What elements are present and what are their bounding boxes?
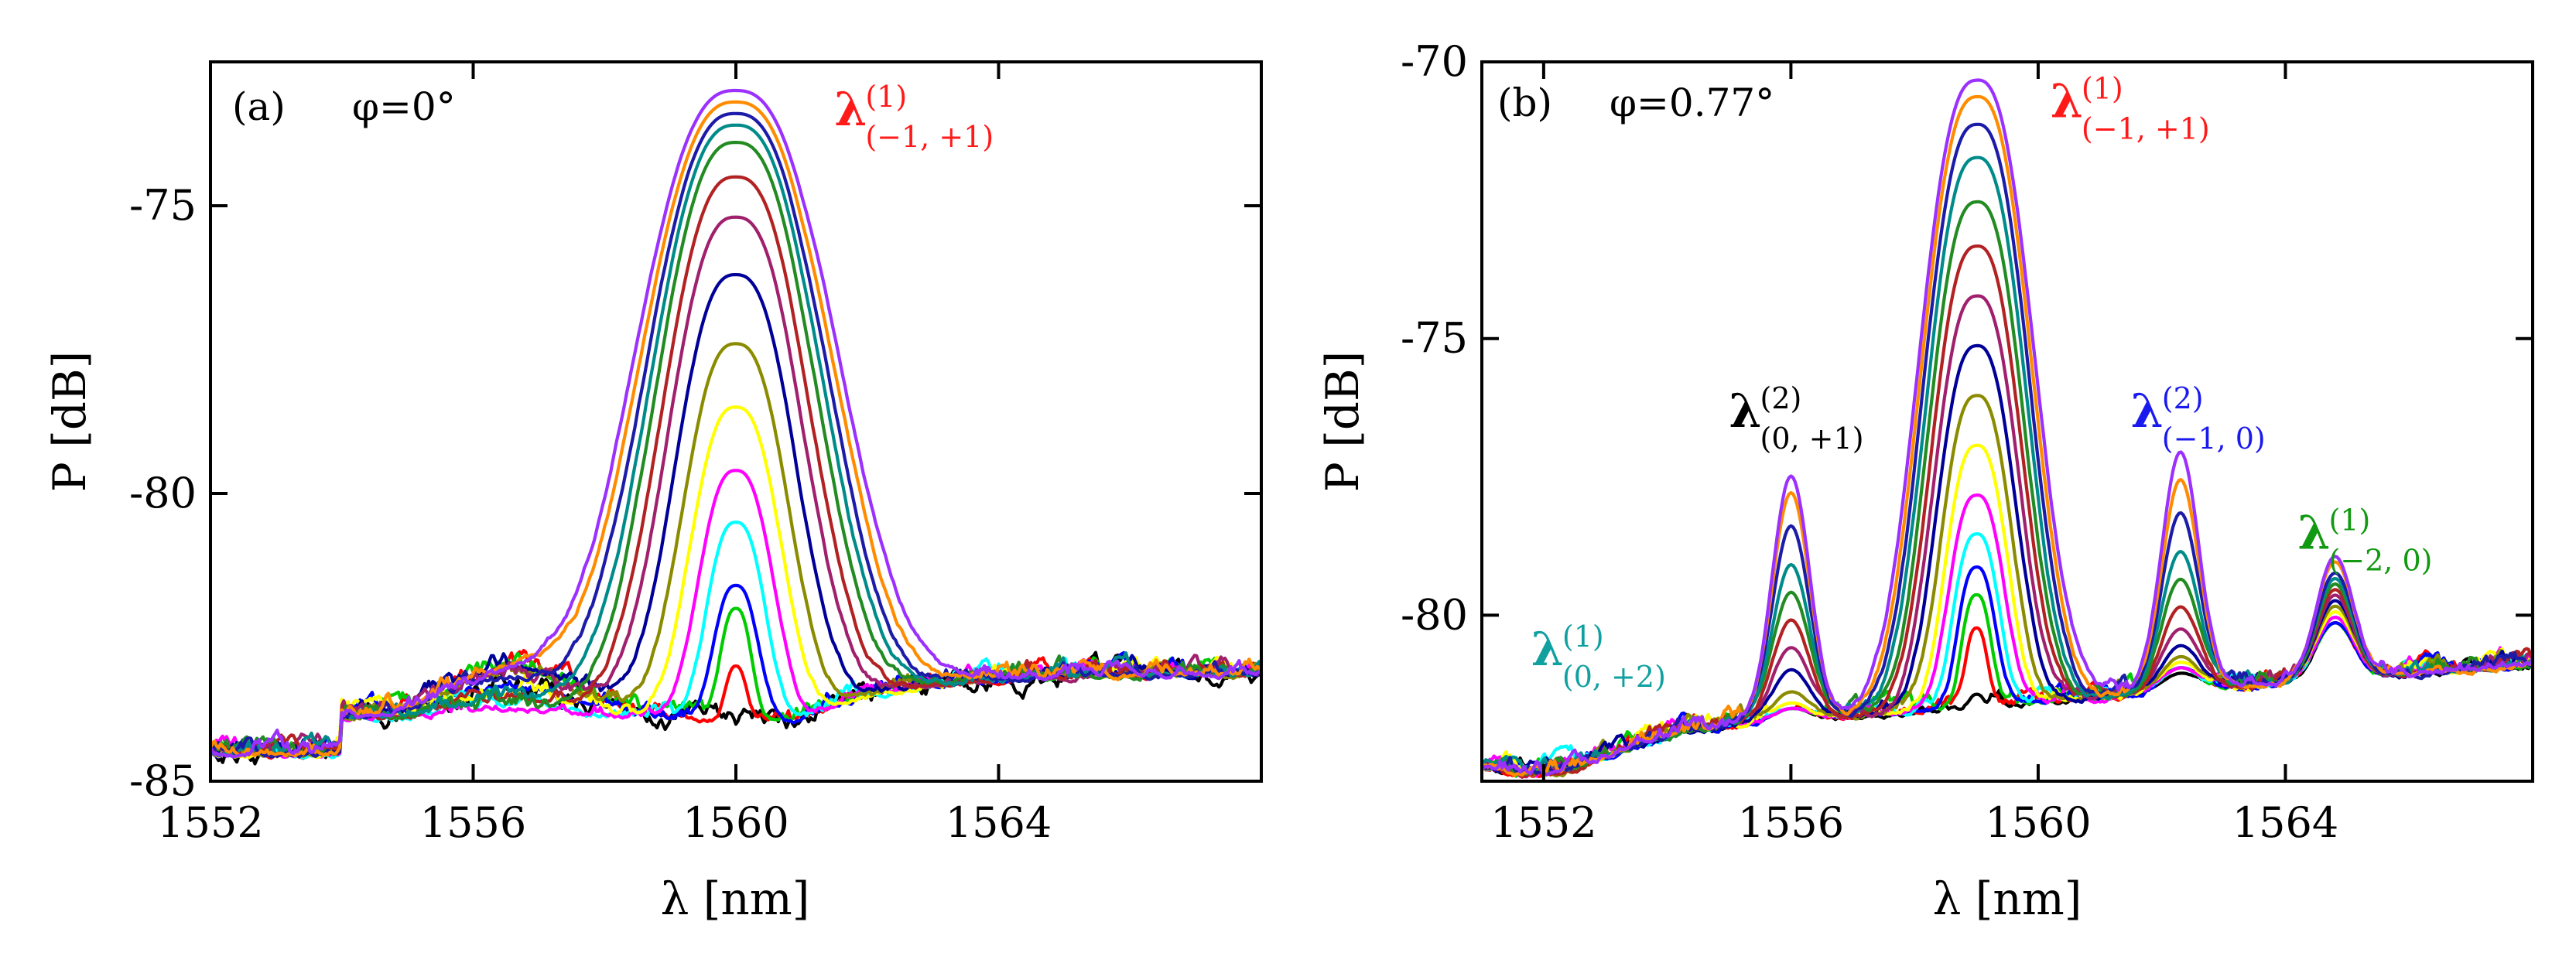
panel-b-ytick-label: -80 bbox=[1401, 590, 1468, 639]
panel-b-peak-labels: λ(1)(−1, +1)λ(2)(0, +1) λ(2)(−1, 0)λ(1)(−… bbox=[1531, 72, 2433, 694]
peak-label-subscript: (−1, +1) bbox=[865, 120, 994, 154]
panel-a-label: (a) bbox=[232, 84, 286, 129]
peak-label-symbol: λ bbox=[834, 83, 867, 137]
peak-label-subscript: (0, +2) bbox=[1562, 660, 1666, 694]
panel-b-ytick-label: -75 bbox=[1401, 314, 1468, 363]
peak-label-subscript: (−1, 0) bbox=[2162, 422, 2266, 456]
panel-a-xlabel: λ [nm] bbox=[661, 872, 810, 925]
panel-a: 1552 1556 1560 1564 -85 -80 -75 (a) φ=0° λ(1) (… bbox=[43, 60, 1263, 925]
panel-b-ticks: 1552 1556 1560 1564 -80 -75 -70 bbox=[1401, 37, 2533, 847]
panel-a-series-3 bbox=[210, 606, 1261, 757]
panel-a-series-13 bbox=[210, 123, 1261, 757]
panel-b-peak-label: λ(1) (−2, 0) bbox=[2297, 504, 2432, 578]
panel-b-peak-label: λ(1) (0, +2) bbox=[1531, 620, 1666, 694]
panel-b-peak-label: λ(2) (0, +1) bbox=[1729, 381, 1864, 456]
peak-label-superscript: (1) bbox=[2082, 72, 2123, 106]
panel-a-ytick-label: -75 bbox=[129, 181, 197, 230]
panel-a-xtick-label: 1556 bbox=[420, 798, 526, 847]
panel-a-peak-labels: λ(1) (−1, +1) bbox=[834, 80, 994, 154]
panel-b-frame bbox=[1480, 60, 2534, 783]
peak-label-subscript: (−2, 0) bbox=[2328, 544, 2432, 578]
panel-a-peak-label: λ(1) (−1, +1) bbox=[834, 80, 994, 154]
peak-label-symbol: λ bbox=[2131, 384, 2164, 439]
peak-label-symbol: λ bbox=[2051, 75, 2083, 129]
panel-b-xtick-label: 1556 bbox=[1738, 798, 1844, 847]
peak-label-superscript: (1) bbox=[2328, 504, 2370, 538]
panel-b-ytick-label: -70 bbox=[1401, 37, 1468, 86]
panel-b-xtick-label: 1552 bbox=[1490, 798, 1596, 847]
panel-b-peak-label: λ(2) (−1, 0) bbox=[2131, 381, 2266, 456]
panel-a-series bbox=[210, 88, 1261, 766]
panel-b-label: (b) bbox=[1497, 80, 1552, 125]
panel-a-ticks: 1552 1556 1560 1564 -85 -80 -75 bbox=[129, 62, 1261, 847]
panel-b-series bbox=[1482, 78, 2533, 779]
panel-a-series-9 bbox=[210, 273, 1261, 756]
panel-a-xtick-label: 1552 bbox=[157, 798, 263, 847]
panel-b-peak-label: λ(1) (−1, +1) bbox=[2051, 72, 2210, 146]
peak-label-superscript: (2) bbox=[1760, 381, 1802, 415]
panel-b-ylabel: P [dB] bbox=[1316, 351, 1369, 492]
panel-a-ylabel: P [dB] bbox=[43, 351, 96, 492]
panel-a-ytick-label: -80 bbox=[129, 469, 197, 517]
panel-b-series-2 bbox=[1482, 621, 2533, 778]
peak-label-superscript: (1) bbox=[1562, 620, 1604, 654]
panel-b-xtick-label: 1560 bbox=[1985, 798, 2091, 847]
peak-label-subscript: (−1, +1) bbox=[2082, 112, 2210, 146]
peak-label-symbol: λ bbox=[2297, 507, 2330, 561]
panel-a-annotation: φ=0° bbox=[352, 84, 456, 129]
panel-b: 1552 1556 1560 1564-80-75-70 (b) φ=0.77° λ(… bbox=[1316, 37, 2534, 925]
panel-b-series-16 bbox=[1482, 78, 2533, 777]
panel-b-xtick-label: 1564 bbox=[2232, 798, 2338, 847]
panel-a-series-15 bbox=[210, 100, 1261, 758]
peak-label-subscript: (0, +1) bbox=[1760, 422, 1864, 456]
panel-a-ytick-label: -85 bbox=[129, 756, 197, 805]
panel-a-xtick-label: 1560 bbox=[682, 798, 789, 847]
peak-label-superscript: (2) bbox=[2162, 381, 2204, 415]
peak-label-symbol: λ bbox=[1729, 384, 1762, 439]
panel-a-series-16 bbox=[210, 88, 1261, 759]
panel-b-annotation: φ=0.77° bbox=[1610, 80, 1774, 125]
peak-label-superscript: (1) bbox=[865, 80, 907, 114]
panel-a-series-14 bbox=[210, 111, 1261, 759]
peak-label-symbol: λ bbox=[1531, 623, 1564, 677]
panel-a-xtick-label: 1564 bbox=[946, 798, 1052, 847]
panel-a-series-12 bbox=[210, 141, 1261, 756]
panel-b-xlabel: λ [nm] bbox=[1933, 872, 2082, 925]
